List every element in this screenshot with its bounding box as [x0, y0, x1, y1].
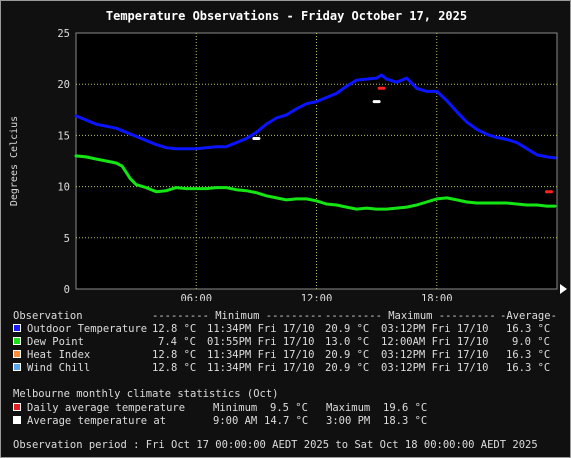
- outdoor-temperature-series-line: [74, 73, 557, 160]
- wind-chill-swatch: [13, 363, 21, 371]
- row-max-value: 20.9 °C: [325, 349, 370, 361]
- row-max-value: 20.9 °C: [325, 362, 370, 374]
- row-min-time: 11:34PM Fri 17/10: [207, 349, 315, 361]
- climate-marker: [377, 86, 386, 90]
- summary-header-observation: Observation: [13, 310, 83, 322]
- row-max-time: 03:12PM Fri 17/10: [381, 349, 489, 361]
- x-axis-arrow-icon: [560, 284, 567, 294]
- maximum-label: Maximum: [326, 402, 371, 414]
- dew-point-swatch: [13, 337, 21, 345]
- row-min-value: 12.8 °C: [152, 362, 197, 374]
- axis-ticks: 0 5 10 15 20 25 06:00 12:00 18:00: [57, 28, 452, 301]
- y-tick-label: 15: [57, 130, 70, 142]
- row-label: Dew Point: [27, 336, 84, 348]
- y-tick-label: 10: [57, 182, 70, 194]
- summary-header-maximum: --------- Maximum ---------: [325, 310, 496, 322]
- y-tick-label: 0: [64, 284, 70, 296]
- row-min-time: 11:34PM Fri 17/10: [207, 323, 315, 335]
- chart-title: Temperature Observations - Friday Octobe…: [106, 9, 467, 23]
- summary-header-average: -Average-: [500, 310, 557, 322]
- y-tick-label: 5: [64, 233, 70, 245]
- row-average: 16.3 °C: [506, 323, 551, 335]
- row-average: 9.0 °C: [512, 336, 550, 348]
- dew-point-series-line: [74, 154, 557, 211]
- time-3pm: 3:00 PM: [326, 415, 371, 427]
- grid-lines: [76, 33, 557, 289]
- x-tick-label: 18:00: [421, 293, 453, 301]
- row-min-value: 12.8 °C: [152, 349, 197, 361]
- series-lines: [74, 73, 557, 211]
- heat-index-swatch: [13, 350, 21, 358]
- row-max-time: 12:00AM Fri 17/10: [381, 336, 489, 348]
- climate-heading: Melbourne monthly climate statistics (Oc…: [13, 388, 279, 400]
- daily-average-swatch: [13, 403, 21, 411]
- minimum-value: 9.5 °C: [270, 402, 308, 414]
- y-axis-label: Degrees Celcius: [9, 116, 20, 206]
- x-tick-label: 06:00: [180, 293, 212, 301]
- temperature-chart: Temperature Observations - Friday Octobe…: [9, 9, 567, 301]
- row-average: 16.3 °C: [506, 349, 551, 361]
- plot-area: [75, 32, 558, 290]
- climate-marker: [252, 136, 261, 140]
- row-min-value: 7.4 °C: [158, 336, 196, 348]
- row-label: Outdoor Temperature: [27, 323, 148, 335]
- value-3pm: 18.3 °C: [383, 415, 428, 427]
- climate-markers: [252, 86, 553, 194]
- y-tick-label: 20: [57, 79, 70, 91]
- row-min-time: 01:55PM Fri 17/10: [207, 336, 315, 348]
- x-tick-label: 12:00: [301, 293, 333, 301]
- average-temperature-label: Average temperature at: [27, 415, 167, 427]
- row-label: Wind Chill: [27, 362, 91, 374]
- climate-marker: [372, 100, 381, 104]
- row-max-time: 03:12PM Fri 17/10: [381, 362, 489, 374]
- row-min-time: 11:34PM Fri 17/10: [207, 362, 315, 374]
- row-label: Heat Index: [27, 349, 91, 361]
- row-max-time: 03:12PM Fri 17/10: [381, 323, 489, 335]
- row-min-value: 12.8 °C: [152, 323, 197, 335]
- y-tick-label: 25: [57, 28, 70, 40]
- maximum-value: 19.6 °C: [383, 402, 428, 414]
- time-9am: 9:00 AM: [213, 415, 258, 427]
- outdoor-temperature-swatch: [13, 324, 21, 332]
- daily-average-label: Daily average temperature: [27, 402, 186, 414]
- summary-header-minimum: --------- Minimum ---------: [152, 310, 323, 322]
- climate-marker: [544, 190, 553, 194]
- observation-period: Observation period : Fri Oct 17 00:00:00…: [13, 439, 538, 451]
- average-temperature-swatch: [13, 416, 21, 424]
- row-average: 16.3 °C: [506, 362, 551, 374]
- minimum-label: Minimum: [213, 402, 258, 414]
- row-max-value: 20.9 °C: [325, 323, 370, 335]
- row-max-value: 13.0 °C: [325, 336, 370, 348]
- value-9am: 14.7 °C: [264, 415, 309, 427]
